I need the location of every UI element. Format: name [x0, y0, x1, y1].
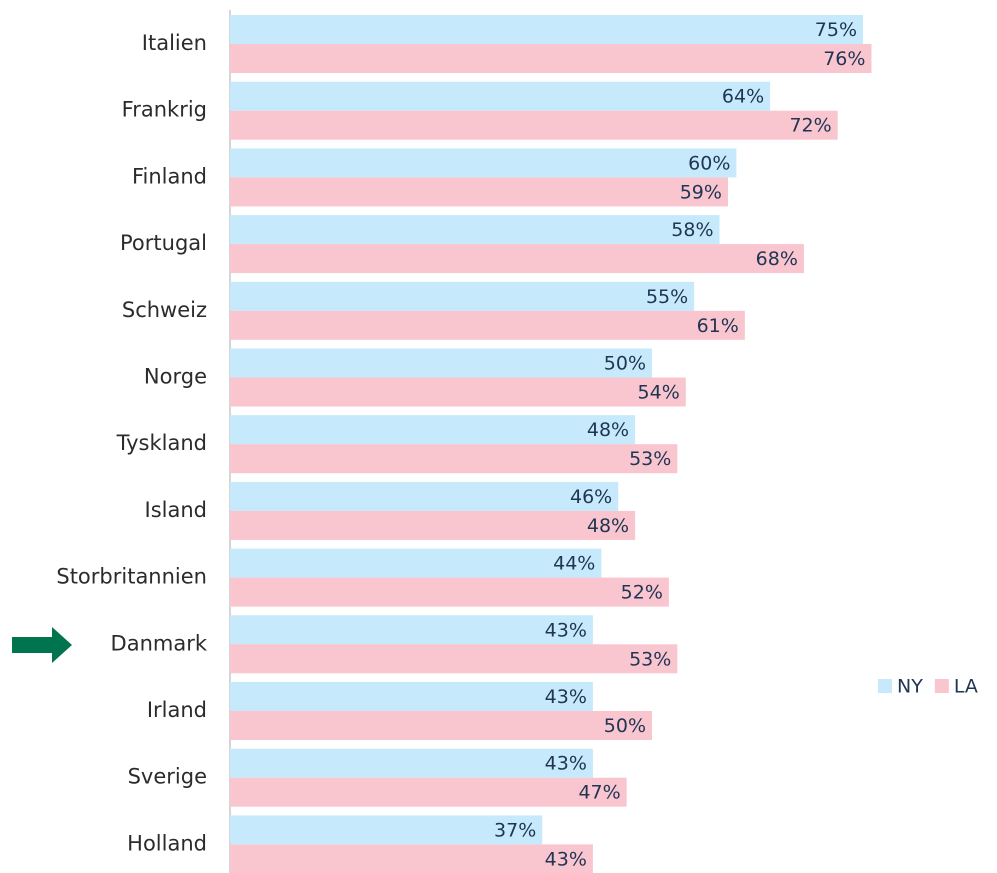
- value-label: 59%: [680, 181, 722, 203]
- bar: [230, 44, 872, 73]
- value-label: 43%: [545, 848, 587, 870]
- bar: [230, 577, 669, 607]
- bar: [230, 148, 737, 178]
- value-label: 60%: [688, 152, 730, 174]
- category-label: Irland: [147, 698, 207, 722]
- value-label: 43%: [545, 686, 587, 708]
- bar: [230, 711, 652, 740]
- legend-swatch: [878, 679, 892, 693]
- category-label: Holland: [127, 831, 207, 855]
- category-label: Sverige: [128, 765, 207, 789]
- bar: [230, 81, 771, 111]
- value-label: 50%: [604, 353, 646, 375]
- value-label: 61%: [697, 315, 739, 337]
- value-label: 54%: [638, 382, 680, 404]
- legend-label: NY: [897, 676, 923, 698]
- value-label: 48%: [587, 419, 629, 441]
- value-label: 48%: [587, 515, 629, 537]
- value-label: 72%: [789, 115, 831, 137]
- category-label: Italien: [142, 31, 207, 55]
- legend-swatch: [934, 679, 949, 693]
- value-label: 58%: [671, 219, 713, 241]
- bar: [230, 444, 678, 474]
- value-label: 53%: [629, 448, 671, 470]
- bar: [230, 644, 678, 674]
- bar: [230, 415, 636, 445]
- category-label: Danmark: [111, 631, 208, 655]
- category-label: Portugal: [120, 231, 207, 255]
- category-label: Finland: [132, 164, 207, 188]
- bar: [230, 310, 745, 340]
- category-label: Storbritannien: [56, 565, 207, 589]
- bar: [230, 15, 863, 44]
- bar: [230, 548, 602, 578]
- bar: [230, 244, 804, 274]
- value-label: 55%: [646, 286, 688, 308]
- bar: [230, 377, 686, 407]
- legend-label: LA: [954, 676, 978, 698]
- value-label: 46%: [570, 486, 612, 508]
- category-label: Norge: [144, 365, 207, 389]
- value-label: 47%: [578, 782, 620, 804]
- bar: [230, 481, 619, 511]
- category-label: Schweiz: [122, 298, 207, 322]
- bar: [230, 682, 593, 711]
- bar: [230, 281, 695, 311]
- value-label: 53%: [629, 648, 671, 670]
- bar: [230, 348, 652, 378]
- bar: [230, 215, 720, 245]
- category-label: Island: [145, 498, 207, 522]
- value-label: 75%: [815, 19, 857, 41]
- highlight-arrow: [12, 627, 72, 663]
- value-label: 44%: [553, 553, 595, 575]
- bar: [230, 177, 728, 207]
- bar: [230, 110, 838, 140]
- bar: [230, 615, 593, 645]
- value-label: 68%: [756, 248, 798, 270]
- value-label: 50%: [604, 715, 646, 737]
- bar: [230, 777, 627, 807]
- bar: [230, 510, 636, 540]
- value-label: 43%: [545, 753, 587, 775]
- value-label: 64%: [722, 86, 764, 108]
- value-label: 43%: [545, 619, 587, 641]
- value-label: 76%: [823, 48, 865, 70]
- category-label: Tyskland: [116, 431, 207, 455]
- bar: [230, 815, 543, 845]
- value-label: 37%: [494, 819, 536, 841]
- bar: [230, 844, 593, 873]
- bar: [230, 748, 593, 778]
- value-label: 52%: [621, 582, 663, 604]
- category-label: Frankrig: [122, 98, 207, 122]
